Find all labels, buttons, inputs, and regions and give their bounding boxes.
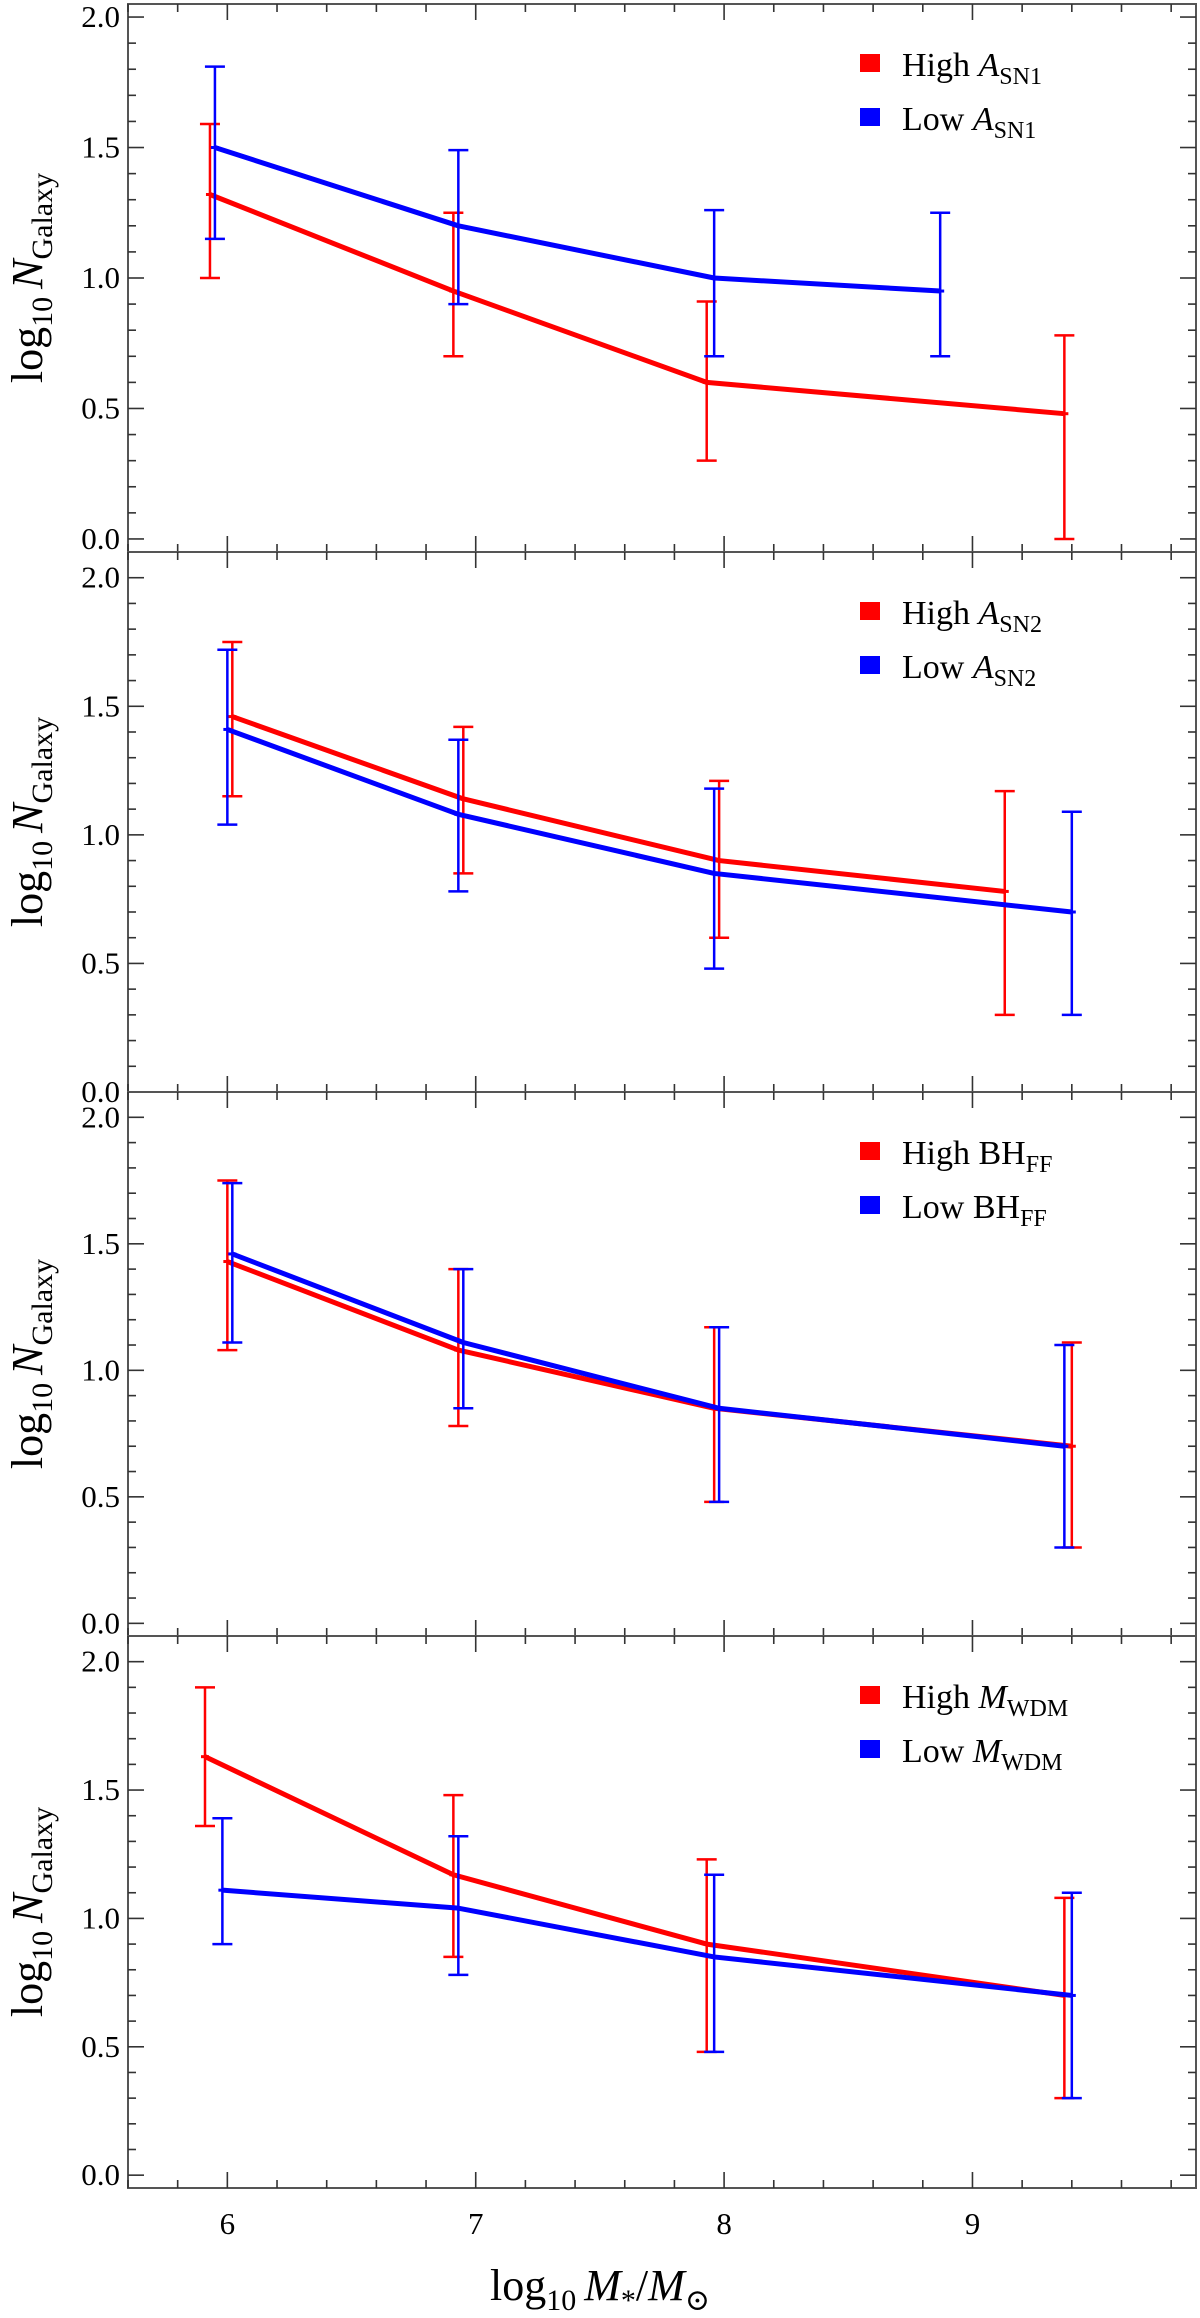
y-tick-label: 1.5 [81, 1772, 120, 1807]
legend-swatch [860, 108, 880, 126]
error-bar [1054, 1343, 1075, 1549]
series-line [209, 192, 1065, 417]
x-tick-label: 9 [965, 2206, 981, 2241]
series-low [217, 648, 1082, 1017]
panel-a-sn2: 0.0 0.5 1.0 1.5 2.0 log10NGalaxy High ASN2 Low … [3, 551, 1197, 1109]
panel-a-sn1: 0.0 0.5 1.0 1.5 2.0 log10NGalaxy High ASN1 Low … [3, 0, 1197, 556]
y-axis-label: log10NGalaxy [3, 173, 59, 383]
y-tick-label: 1.5 [81, 688, 120, 723]
error-bar [704, 208, 725, 358]
error-bar [194, 1686, 215, 1828]
error-bar [222, 1181, 243, 1344]
y-tick-label: 1.0 [81, 1352, 120, 1387]
y-tick-label: 1.0 [81, 817, 120, 852]
series-low [212, 1817, 1082, 2100]
error-bar [709, 779, 730, 939]
error-bar [222, 640, 243, 798]
legend: High ASN1 Low ASN1 [860, 47, 1042, 144]
error-bar [704, 787, 725, 970]
y-tick-label: 0.5 [81, 1479, 120, 1514]
error-bar [1061, 810, 1082, 1017]
error-bar [204, 65, 225, 241]
error-bar [453, 725, 474, 875]
legend-label: Low BHFF [902, 1189, 1047, 1232]
legend-swatch [860, 1196, 880, 1214]
legend: High ASN2 Low ASN2 [860, 595, 1042, 692]
series-line [203, 1754, 1065, 1998]
legend-swatch [860, 602, 880, 620]
error-bar [199, 122, 220, 280]
x-tick-label: 6 [220, 2206, 236, 2241]
panel-bh-ff: 0.0 0.5 1.0 1.5 2.0 log10NGalaxy High BHFF Low … [3, 1091, 1197, 1640]
legend-label: Low MWDM [902, 1733, 1062, 1776]
y-axis-label: log10NGalaxy [3, 717, 59, 927]
panel-frame [127, 1635, 1197, 2189]
y-tick-label: 1.0 [81, 260, 120, 295]
legend: High MWDM Low MWDM [860, 1679, 1068, 1776]
y-axis-label: log10NGalaxy [3, 1807, 59, 2017]
legend-label: Low ASN1 [902, 101, 1036, 144]
x-axis-label: log10 M*/M⊙ [490, 2261, 710, 2317]
series-line [214, 145, 941, 294]
legend-swatch [860, 1686, 880, 1704]
panels: 0.0 0.5 1.0 1.5 2.0 log10NGalaxy High ASN1 Low … [3, 0, 1197, 2241]
series-high [217, 1179, 1082, 1549]
legend-swatch [860, 54, 880, 72]
legend-swatch [860, 1142, 880, 1160]
y-tick-label: 1.5 [81, 130, 120, 165]
error-bar [709, 1326, 730, 1504]
y-tick-label: 1.0 [81, 1900, 120, 1935]
x-tick-label: 7 [468, 2206, 484, 2241]
error-bar [217, 1179, 238, 1352]
y-tick-label: 2.0 [81, 1099, 120, 1134]
series-low [222, 1181, 1075, 1549]
series-line [222, 1887, 1073, 1998]
error-bar [443, 1793, 464, 1959]
y-tick-label: 0.0 [81, 2157, 120, 2192]
series-line [231, 714, 1006, 894]
error-bar [448, 1835, 469, 1977]
y-tick-label: 0.5 [81, 945, 120, 980]
y-tick-label: 2.0 [81, 560, 120, 595]
series-line [231, 1251, 1065, 1449]
y-tick-label: 0.0 [81, 1074, 120, 1109]
series-high [199, 122, 1075, 541]
series-line [226, 727, 1073, 915]
error-bar [1061, 1891, 1082, 2100]
y-tick-label: 2.0 [81, 0, 120, 34]
error-bar [704, 1326, 725, 1504]
y-tick-label: 1.5 [81, 1226, 120, 1261]
legend-label: High MWDM [902, 1679, 1068, 1722]
error-bar [212, 1817, 233, 1946]
error-bar [1054, 334, 1075, 541]
error-bar [704, 1873, 725, 2054]
y-tick-label: 2.0 [81, 1644, 120, 1679]
y-axis-label: log10NGalaxy [3, 1259, 59, 1469]
legend-label: High ASN1 [902, 47, 1042, 90]
error-bar [448, 148, 469, 306]
legend-label: Low ASN2 [902, 649, 1036, 692]
error-bar [930, 211, 951, 358]
error-bar [453, 1267, 474, 1410]
legend-swatch [860, 656, 880, 674]
error-bar [448, 738, 469, 893]
x-tick-label: 8 [716, 2206, 732, 2241]
legend: High BHFF Low BHFF [860, 1135, 1052, 1232]
legend-label: High BHFF [902, 1135, 1052, 1178]
panel-m-wdm: 0.0 0.5 1.0 1.5 2.0 log10NGalaxy High MWDM Low … [3, 1635, 1197, 2241]
y-tick-label: 0.5 [81, 390, 120, 425]
legend-label: High ASN2 [902, 595, 1042, 638]
error-bar [217, 648, 238, 826]
legend-swatch [860, 1740, 880, 1758]
series-low [204, 65, 951, 358]
series-high [222, 640, 1015, 1017]
series-line [226, 1259, 1073, 1449]
y-tick-label: 0.0 [81, 1605, 120, 1640]
y-tick-label: 0.0 [81, 521, 120, 556]
y-tick-label: 0.5 [81, 2029, 120, 2064]
error-bar [443, 211, 464, 358]
